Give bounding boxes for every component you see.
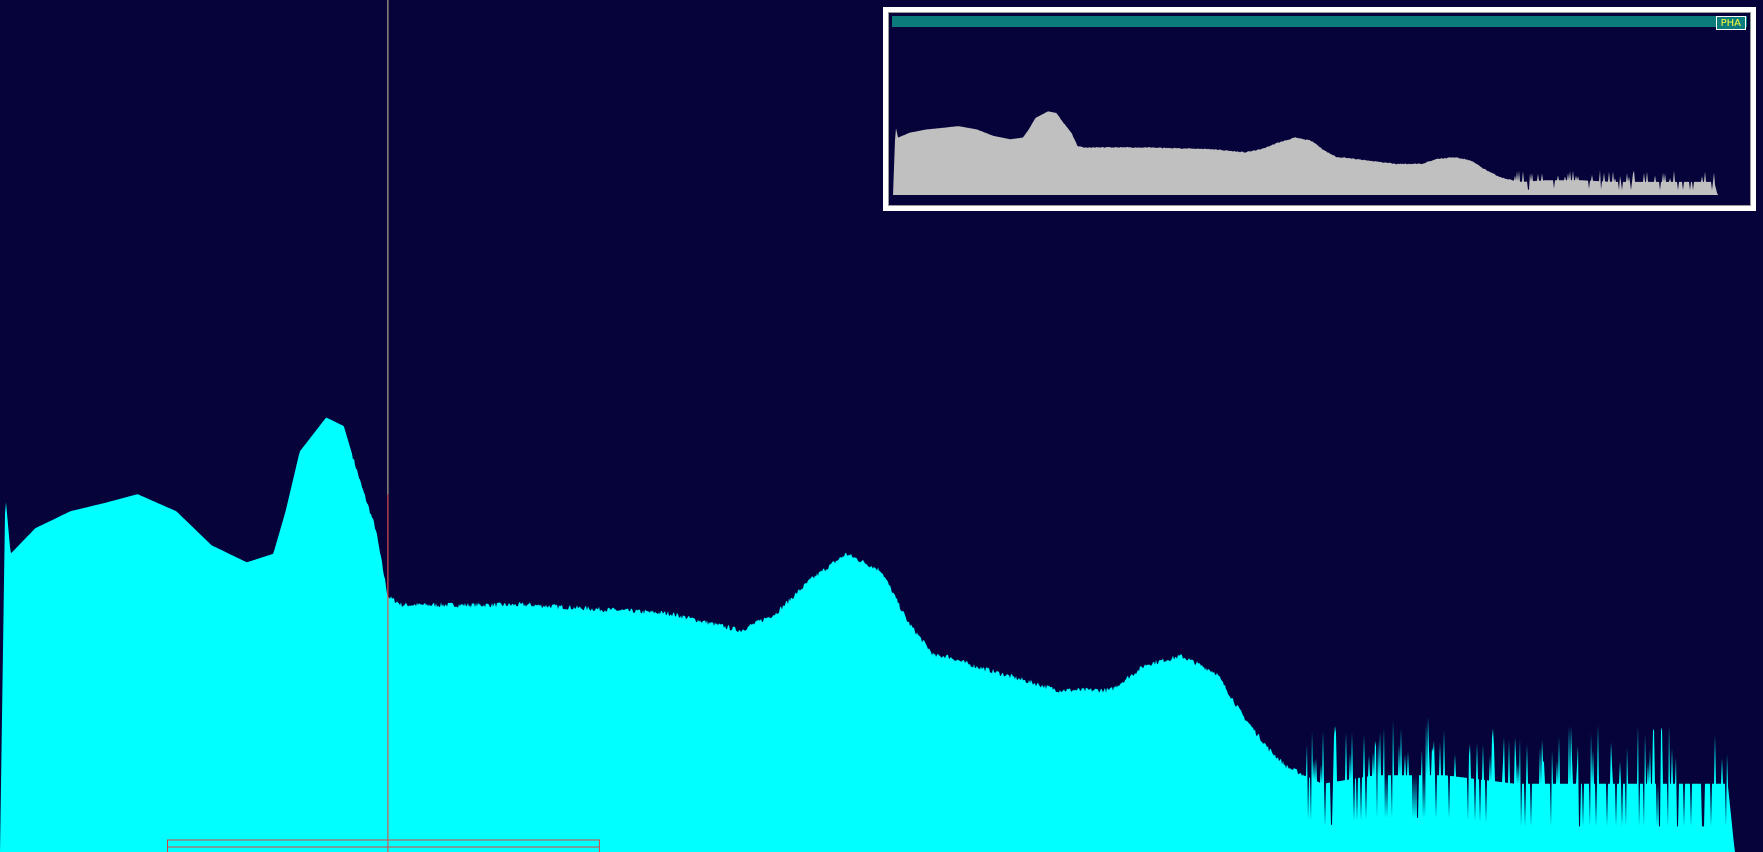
overview-spectrum-area [893,111,1731,195]
overview-frame: PHA [888,12,1751,206]
overview-panel[interactable]: PHA [883,7,1756,211]
overview-titlebar[interactable] [892,16,1747,27]
overview-spectrum[interactable] [889,13,1750,205]
spectrum-area [0,417,1763,852]
overview-tag-label[interactable]: PHA [1715,16,1746,30]
